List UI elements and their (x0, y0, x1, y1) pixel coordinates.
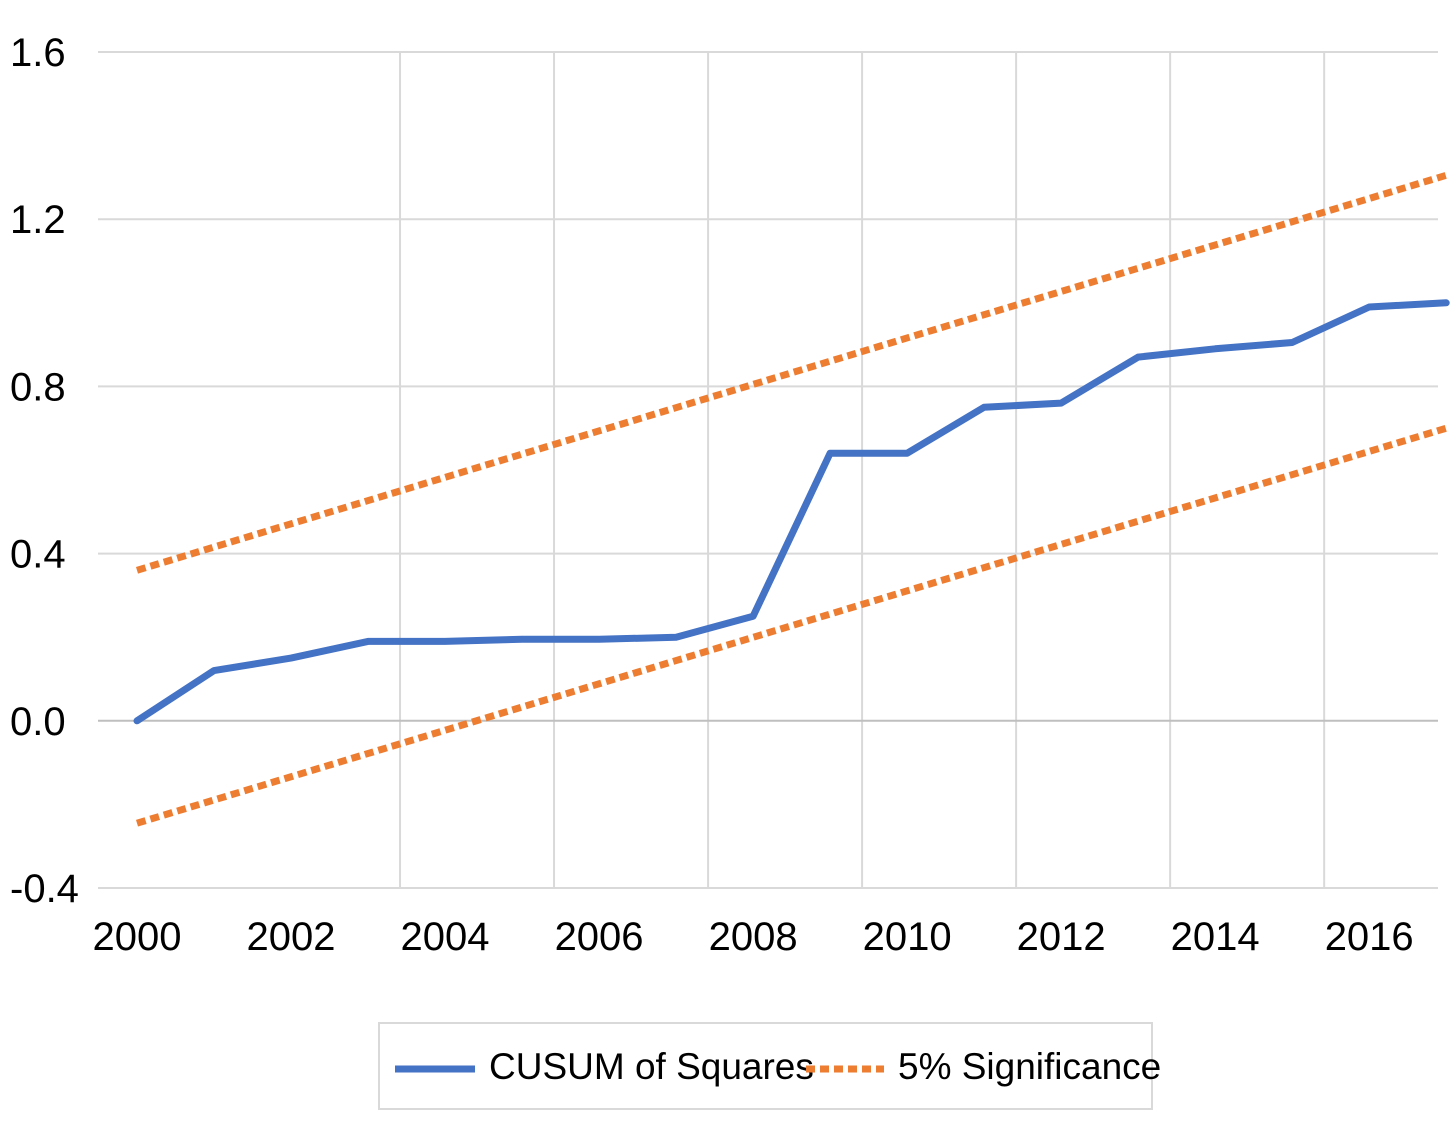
significance-upper-line (135, 171, 1448, 574)
x-tick-label: 2000 (93, 915, 182, 959)
y-tick-label: 0.0 (10, 700, 66, 744)
x-tick-label: 2006 (555, 915, 644, 959)
y-tick-label: 1.6 (10, 31, 66, 75)
tick-labels: -0.4 0.0 0.4 0.8 1.2 1.6 2000 2002 2004 2006 2008 2… (10, 31, 1414, 959)
y-tick-label: 1.2 (10, 198, 66, 242)
legend-label-significance: 5% Significance (898, 1046, 1161, 1087)
y-tick-label: -0.4 (10, 867, 79, 911)
x-tick-label: 2002 (247, 915, 336, 959)
x-tick-label: 2010 (863, 915, 952, 959)
significance-lower-line (135, 424, 1448, 827)
x-tick-label: 2016 (1325, 915, 1414, 959)
x-tick-label: 2008 (709, 915, 798, 959)
series (133, 171, 1450, 827)
legend-label-cusum: CUSUM of Squares (489, 1046, 814, 1087)
grid (98, 51, 1438, 889)
y-tick-label: 0.4 (10, 533, 66, 577)
legend-frame (378, 1022, 1153, 1110)
x-tick-label: 2004 (401, 915, 490, 959)
x-tick-label: 2012 (1017, 915, 1106, 959)
x-tick-label: 2014 (1171, 915, 1260, 959)
cusum-series-line (133, 299, 1450, 725)
legend: CUSUM of Squares 5% Significance (378, 1022, 1161, 1110)
y-tick-label: 0.8 (10, 365, 66, 409)
